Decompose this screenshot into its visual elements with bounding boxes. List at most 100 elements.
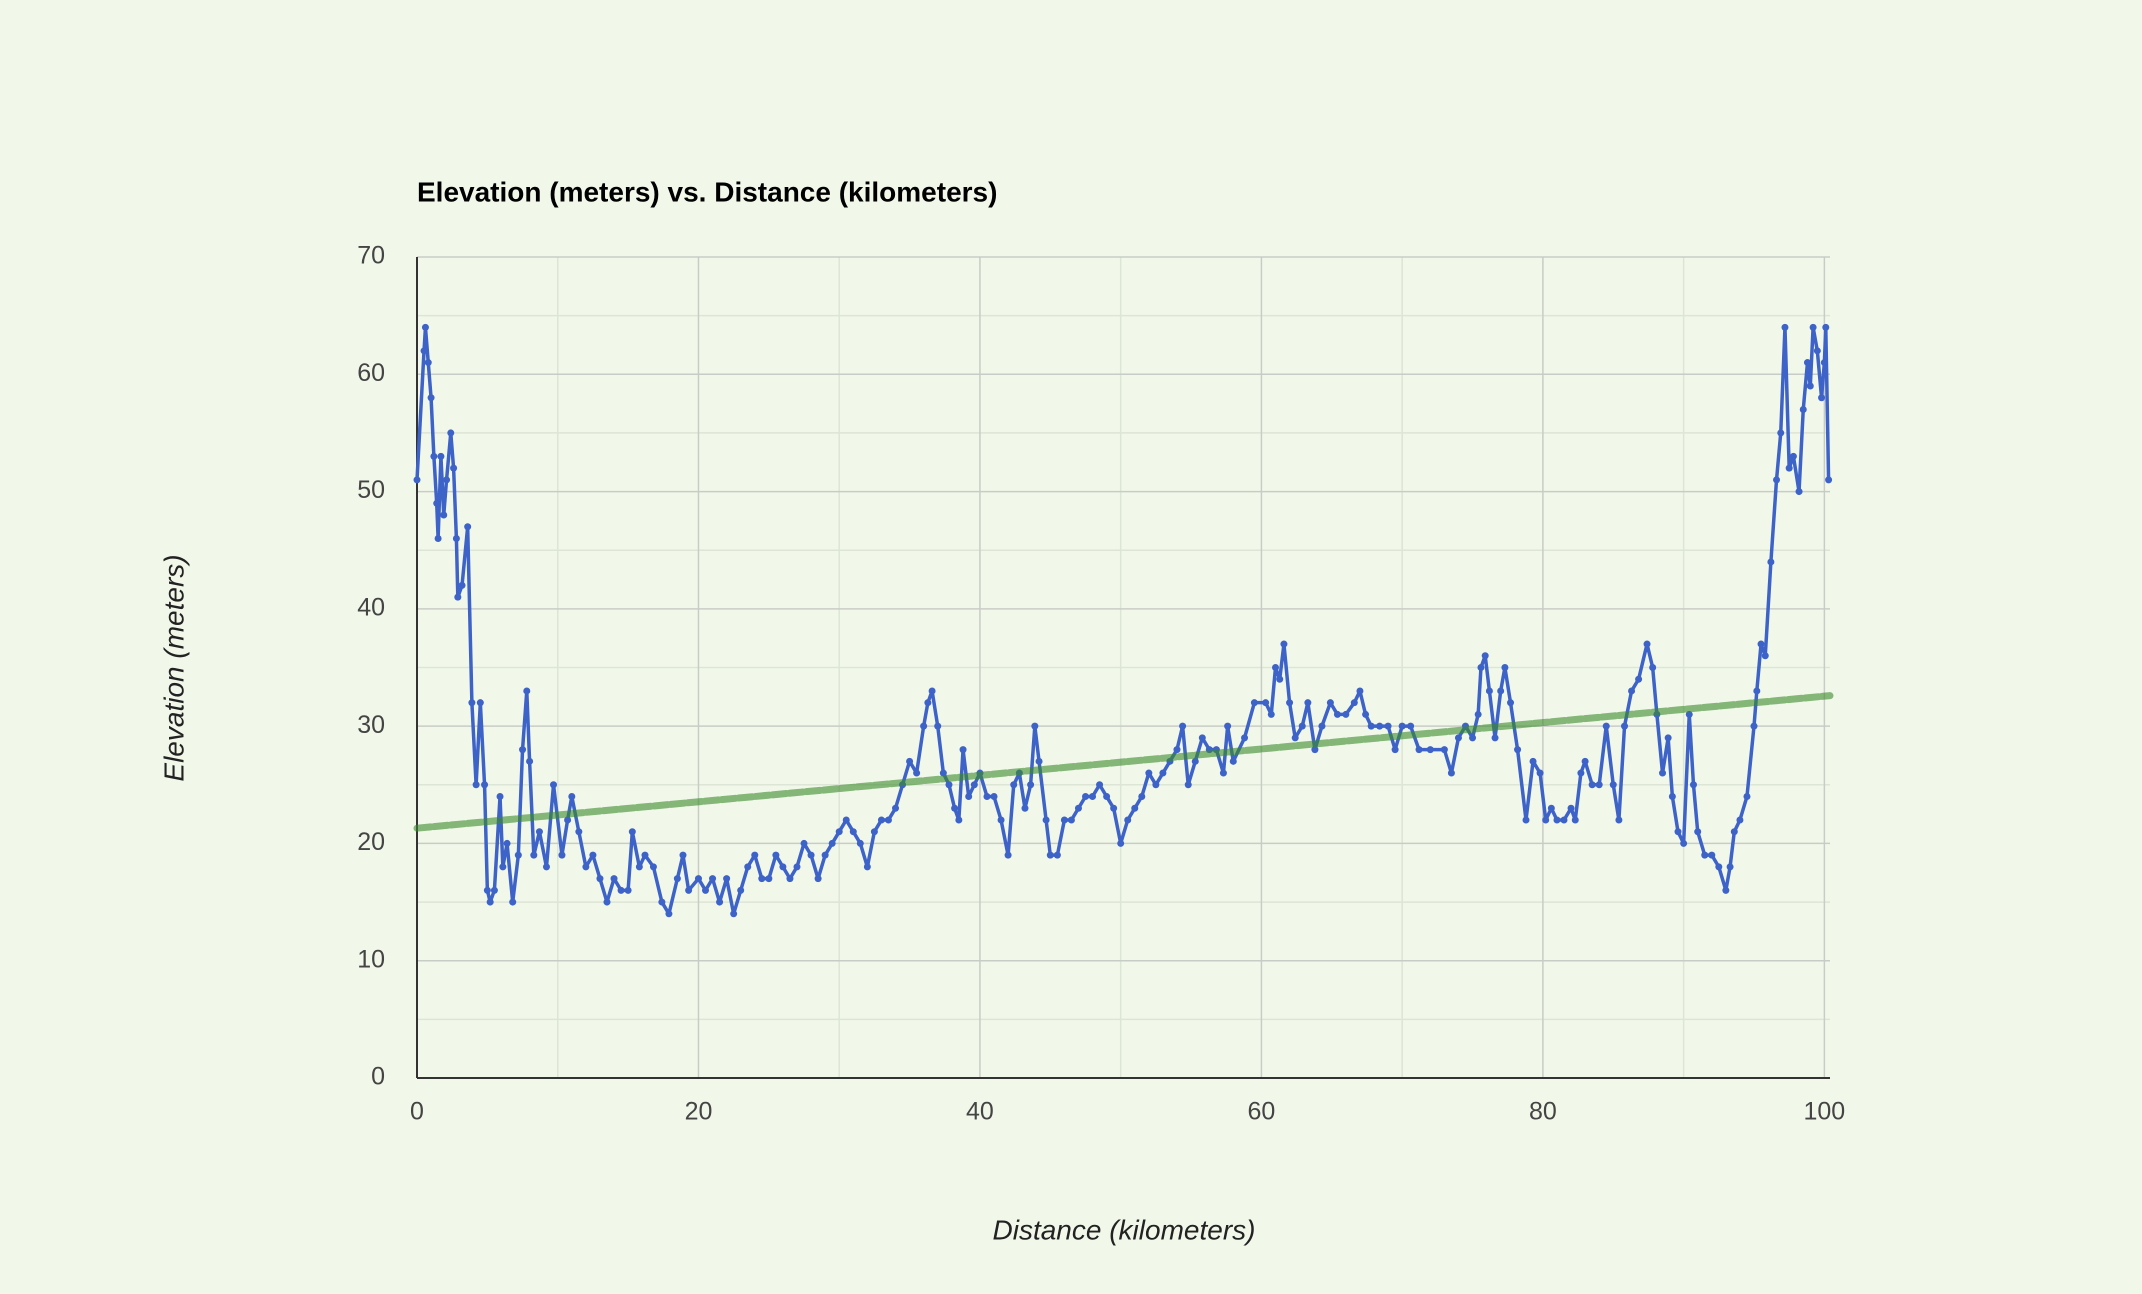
data-point [1649, 664, 1657, 671]
data-point [1507, 699, 1515, 707]
data-point [582, 863, 590, 871]
data-point [1031, 722, 1039, 730]
data-point [1469, 734, 1477, 742]
data-point [421, 323, 429, 331]
data-point [1588, 781, 1596, 789]
y-tick-label: 50 [357, 476, 385, 504]
data-point [665, 910, 673, 918]
data-point [983, 793, 991, 801]
data-point [1159, 769, 1167, 777]
data-point [1522, 816, 1530, 824]
data-point [945, 781, 953, 789]
x-tick-label: 100 [1804, 1098, 1846, 1126]
data-point [550, 781, 558, 789]
y-tick-label: 20 [357, 828, 385, 856]
data-point [1595, 781, 1603, 789]
data-point [765, 875, 773, 883]
data-point [1280, 640, 1288, 648]
data-point [1298, 722, 1306, 730]
data-point [1485, 687, 1493, 695]
data-point [458, 581, 466, 589]
data-point [624, 886, 632, 894]
data-point [1271, 664, 1279, 671]
data-point [1291, 734, 1299, 742]
data-point [1096, 781, 1104, 789]
data-point [1536, 769, 1544, 777]
data-point [1781, 323, 1789, 331]
data-point [1726, 863, 1734, 871]
data-point [1286, 699, 1294, 707]
data-point [1799, 405, 1807, 413]
data-point [679, 851, 687, 859]
data-point [1010, 781, 1018, 789]
data-point [1553, 816, 1561, 824]
data-point [1767, 558, 1775, 566]
x-tick-label: 80 [1529, 1098, 1557, 1126]
data-point [1668, 793, 1676, 801]
data-point [499, 863, 507, 871]
data-point [1267, 710, 1275, 718]
data-point [779, 863, 787, 871]
data-point [1179, 722, 1187, 730]
data-point [481, 781, 489, 789]
data-point [1152, 781, 1160, 789]
data-point [1391, 746, 1399, 754]
data-point [1491, 734, 1499, 742]
x-tick-label: 20 [685, 1098, 713, 1126]
data-point [1664, 734, 1672, 742]
data-point [1198, 734, 1206, 742]
data-point [772, 851, 780, 859]
data-point [1311, 746, 1319, 754]
data-point [758, 875, 766, 883]
data-point [434, 534, 442, 542]
data-point [870, 828, 878, 836]
data-point [849, 828, 857, 836]
data-point [558, 851, 566, 859]
data-point [1356, 687, 1364, 695]
data-point [1514, 746, 1522, 754]
data-point [1777, 429, 1785, 437]
data-point [564, 816, 572, 824]
data-point [1753, 687, 1761, 695]
data-point [437, 452, 445, 460]
data-point [641, 851, 649, 859]
data-point [990, 793, 998, 801]
data-point [924, 699, 932, 707]
data-point [1609, 781, 1617, 789]
data-point [863, 863, 871, 871]
y-tick-label: 30 [357, 711, 385, 739]
data-point [440, 511, 448, 519]
data-point [1035, 757, 1043, 765]
data-point [1304, 699, 1312, 707]
data-point [1262, 699, 1270, 707]
data-point [1529, 757, 1537, 765]
data-point [1131, 804, 1139, 812]
data-point [934, 722, 942, 730]
data-point [1743, 793, 1751, 801]
data-point [430, 452, 438, 460]
data-point [1138, 793, 1146, 801]
data-point [1250, 699, 1258, 707]
data-point [1333, 710, 1341, 718]
data-point [1501, 664, 1509, 671]
chart-title: Elevation (meters) vs. Distance (kilomet… [417, 176, 997, 207]
data-point [1757, 640, 1765, 648]
data-point [519, 746, 527, 754]
data-point [1067, 816, 1075, 824]
data-point [596, 875, 604, 883]
data-point [1708, 851, 1716, 859]
data-point [635, 863, 643, 871]
data-point [970, 781, 978, 789]
data-point [1730, 828, 1738, 836]
data-point [503, 839, 511, 847]
data-point [1454, 734, 1462, 742]
data-point [786, 875, 794, 883]
data-point [685, 886, 693, 894]
data-point [1145, 769, 1153, 777]
data-point [800, 839, 808, 847]
data-point [1326, 699, 1334, 707]
data-point [1021, 804, 1029, 812]
data-point [1785, 464, 1793, 472]
